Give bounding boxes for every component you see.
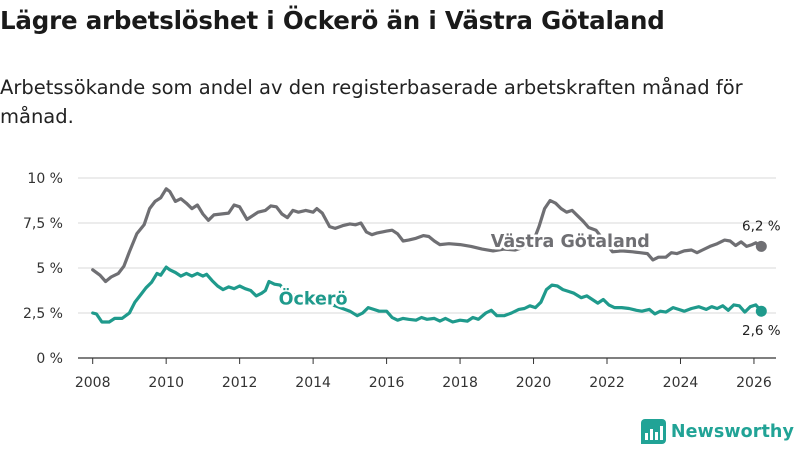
x-tick-label: 2008 bbox=[75, 375, 111, 391]
series-line-västra-götaland bbox=[91, 187, 763, 284]
x-tick-label: 2018 bbox=[442, 375, 478, 391]
x-tick-label: 2026 bbox=[736, 375, 772, 391]
chart-subtitle: Arbetssökande som andel av den registerb… bbox=[0, 76, 743, 128]
x-tick-label: 2024 bbox=[663, 375, 699, 391]
x-tick-label: 2022 bbox=[589, 375, 625, 391]
x-axis: 2008 2010 2012 2014 2016 2018 2020 2022 2024 2026 bbox=[75, 357, 776, 391]
series-line-öckerö bbox=[91, 265, 763, 324]
y-tick-label: 0 % bbox=[36, 351, 63, 367]
series-name-label: Öckerö bbox=[279, 288, 348, 310]
y-tick-label: 2,5 % bbox=[23, 306, 63, 322]
y-tick-label: 5 % bbox=[36, 261, 63, 277]
series-labels: 6,2 % 2,6 % Västra Götaland Öckerö bbox=[276, 218, 781, 339]
newsworthy-bar-chart-icon bbox=[640, 419, 666, 444]
newsworthy-logo: Newsworthy bbox=[640, 419, 794, 444]
y-tick-label: 7,5 % bbox=[23, 216, 63, 232]
series-end-value-label: 6,2 % bbox=[742, 218, 781, 234]
brand-name: Newsworthy bbox=[670, 421, 794, 442]
y-tick-label: 10 % bbox=[27, 171, 63, 187]
series-lines bbox=[91, 187, 767, 324]
y-axis-ticks: 0 % 2,5 % 5 % 7,5 % 10 % bbox=[23, 171, 63, 367]
x-tick-label: 2010 bbox=[148, 375, 184, 391]
x-tick-label: 2020 bbox=[516, 375, 552, 391]
series-end-point bbox=[755, 240, 767, 252]
grid-lines bbox=[78, 177, 776, 314]
chart-title: Lägre arbetslöshet i Öckerö än i Västra … bbox=[0, 6, 665, 35]
x-tick-label: 2012 bbox=[222, 375, 258, 391]
x-tick-label: 2014 bbox=[295, 375, 331, 391]
series-end-point bbox=[755, 305, 767, 317]
series-end-value-label: 2,6 % bbox=[742, 323, 781, 339]
series-name-label: Västra Götaland bbox=[491, 232, 650, 252]
x-tick-label: 2016 bbox=[369, 375, 405, 391]
